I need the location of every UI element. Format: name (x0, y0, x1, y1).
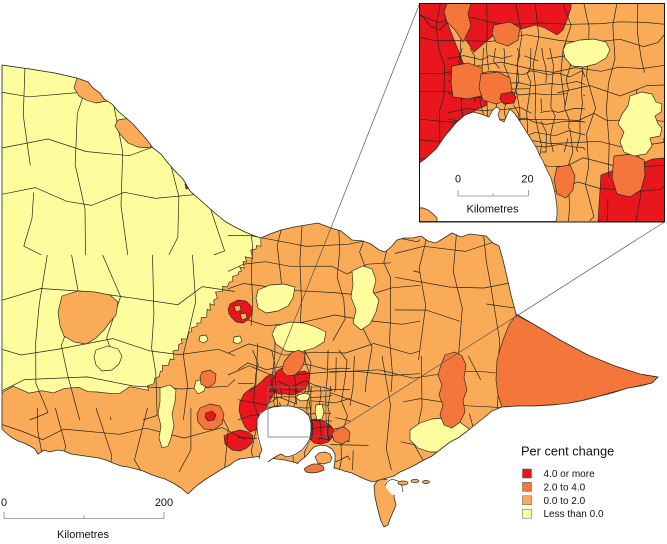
svg-text:2.0 to 4.0: 2.0 to 4.0 (544, 482, 586, 493)
svg-text:0: 0 (1, 497, 7, 509)
svg-text:20: 20 (521, 174, 533, 186)
svg-text:Less than 0.0: Less than 0.0 (544, 509, 604, 520)
svg-text:Kilometres: Kilometres (467, 204, 519, 216)
svg-text:0.0 to 2.0: 0.0 to 2.0 (544, 496, 586, 507)
svg-text:Per cent change: Per cent change (521, 444, 614, 459)
svg-text:0: 0 (455, 174, 461, 186)
svg-text:200: 200 (155, 497, 173, 509)
svg-text:4.0 or more: 4.0 or more (544, 469, 596, 480)
svg-text:Kilometres: Kilometres (57, 529, 109, 539)
